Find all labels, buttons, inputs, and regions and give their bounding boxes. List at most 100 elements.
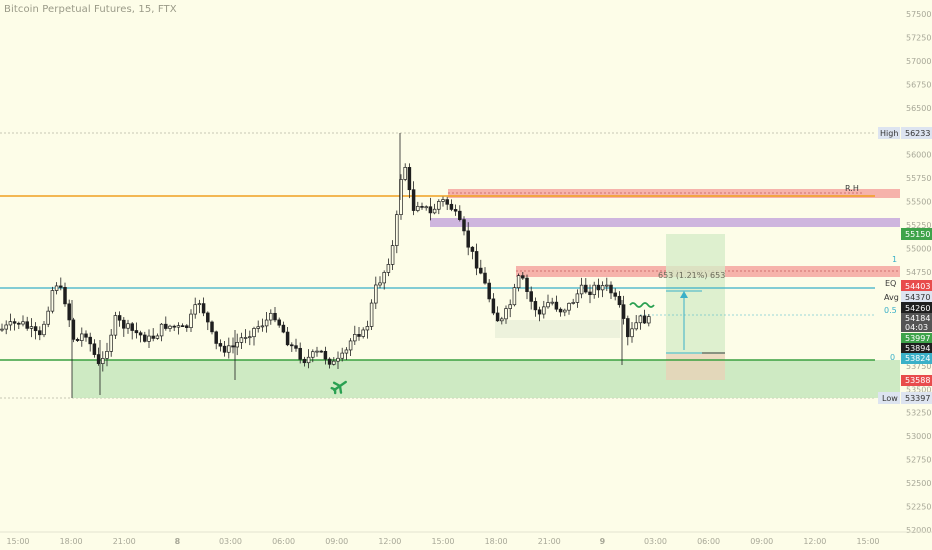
svg-text:04:03: 04:03	[905, 323, 928, 332]
candle-body	[126, 323, 130, 329]
svg-text:54184: 54184	[905, 314, 930, 323]
candle-body	[302, 358, 307, 364]
price-tick-label: 52000	[906, 526, 931, 535]
candle-body	[386, 264, 391, 273]
candle-body	[294, 345, 298, 349]
candle-body	[285, 331, 290, 346]
candle-body	[222, 345, 227, 353]
price-tick-label: 57250	[906, 33, 931, 42]
candle-body	[537, 309, 542, 315]
candle-body	[584, 284, 588, 293]
candle-body	[642, 315, 647, 324]
candlestick-series[interactable]	[0, 133, 651, 398]
candle-body	[420, 206, 424, 208]
svg-text:Low: Low	[882, 394, 898, 403]
candle-body	[521, 275, 525, 279]
demand-zone[interactable]	[72, 360, 900, 398]
candle-body	[252, 328, 256, 338]
svg-text:56233: 56233	[905, 129, 930, 138]
svg-text:54260: 54260	[905, 304, 930, 313]
price-tick-label: 54750	[906, 268, 931, 277]
candle-body	[592, 284, 596, 296]
candle-body	[281, 324, 286, 333]
price-tick-label: 56750	[906, 80, 931, 89]
candle-body	[298, 347, 302, 360]
candle-body	[290, 344, 294, 347]
candle-body	[138, 332, 143, 336]
time-tick-label: 9	[600, 537, 606, 546]
candle-body	[500, 318, 504, 322]
time-tick-label: 03:00	[219, 537, 242, 546]
candle-body	[512, 287, 517, 306]
price-axis[interactable]: 5750057250570005675056500562505600055750…	[906, 10, 931, 535]
candle-body	[277, 319, 281, 326]
candle-body	[546, 302, 550, 308]
candle-body	[172, 325, 176, 328]
measure-arrowhead	[680, 291, 688, 298]
candle-body	[306, 356, 311, 364]
candle-body	[458, 210, 462, 220]
stop-zone[interactable]	[666, 354, 725, 380]
candle-body	[92, 343, 97, 355]
candle-body	[529, 291, 533, 302]
measure-label: 653 (1.21%) 653	[658, 271, 725, 280]
candle-body	[336, 357, 340, 362]
price-53894-tag: 53894	[901, 343, 932, 353]
time-tick-label: 09:00	[750, 537, 773, 546]
price-tick-label: 55750	[906, 174, 931, 183]
candle-body	[508, 304, 512, 309]
range-high-zone[interactable]	[448, 189, 900, 198]
candle-body	[84, 333, 88, 338]
candle-body	[180, 325, 185, 328]
candle-body	[495, 312, 500, 322]
candle-body	[550, 301, 554, 304]
time-tick-label: 12:00	[378, 537, 401, 546]
time-tick-label: 06:00	[272, 537, 295, 546]
time-tick-label: 8	[175, 537, 181, 546]
airplane-icon	[330, 380, 347, 395]
candle-body	[626, 318, 630, 338]
candle-body	[437, 201, 441, 210]
countdown-tag: 04:03	[901, 322, 932, 332]
candle-body	[327, 358, 332, 365]
time-axis[interactable]: 15:00 18:00 21:00 8 03:00 06:00 09:00 12:00 15:0…	[6, 537, 879, 546]
candle-body	[344, 349, 349, 354]
candle-body	[147, 335, 151, 342]
candle-body	[441, 199, 445, 202]
candle-body	[17, 322, 21, 325]
candle-body	[579, 284, 584, 295]
candle-body	[630, 328, 634, 338]
candle-body	[105, 351, 109, 359]
candle-body	[596, 284, 601, 291]
candle-body	[609, 284, 613, 294]
candle-body	[563, 309, 567, 313]
candle-body	[96, 354, 101, 364]
candle-body	[218, 343, 223, 347]
candle-body	[4, 324, 8, 330]
candle-body	[357, 334, 361, 337]
purple-zone[interactable]	[430, 218, 900, 227]
candle-body	[533, 301, 538, 311]
candle-body	[59, 285, 63, 288]
candle-body	[504, 308, 508, 320]
candle-body	[621, 304, 626, 319]
candle-body	[189, 313, 193, 328]
candle-body	[33, 326, 38, 332]
candle-body	[235, 342, 239, 348]
candle-body	[647, 316, 651, 324]
candle-body	[432, 208, 437, 214]
time-tick-label: 15:00	[6, 537, 29, 546]
candle-body	[453, 209, 458, 212]
candle-body	[466, 230, 470, 248]
time-tick-label: 15:00	[856, 537, 879, 546]
candle-body	[382, 272, 386, 284]
svg-text:54403: 54403	[905, 282, 930, 291]
candle-body	[479, 267, 483, 274]
candle-body	[407, 167, 412, 191]
candle-body	[75, 338, 80, 341]
symbol-title: Bitcoin Perpetual Futures, 15, FTX	[4, 4, 177, 15]
target-zone[interactable]	[666, 234, 725, 354]
candle-body	[71, 319, 76, 340]
candle-body	[0, 328, 4, 331]
